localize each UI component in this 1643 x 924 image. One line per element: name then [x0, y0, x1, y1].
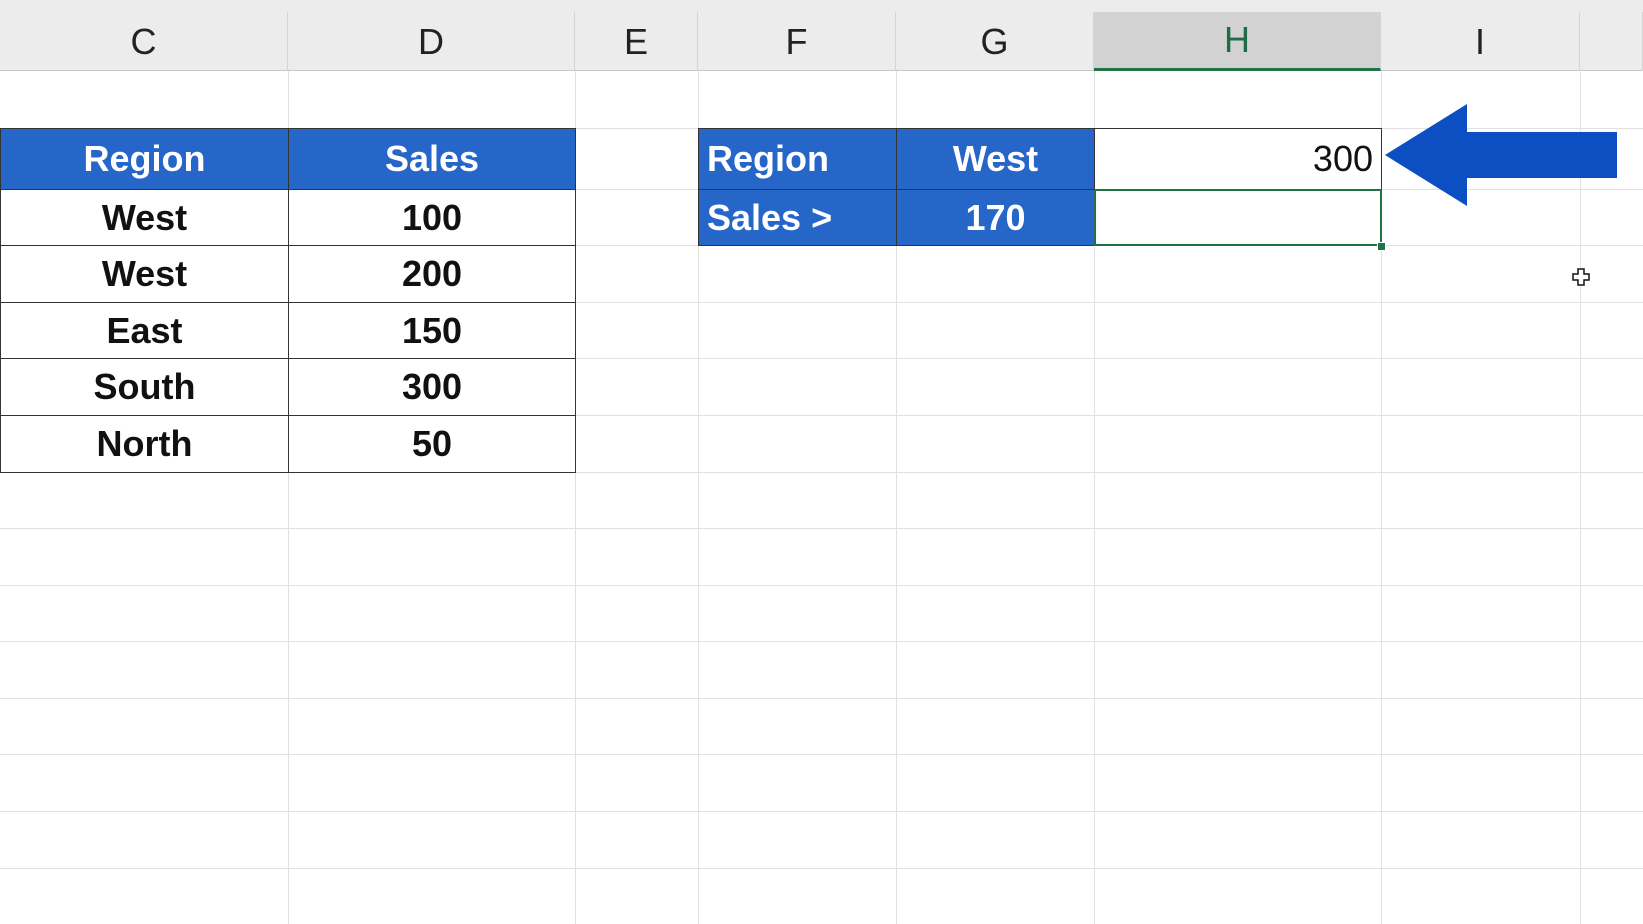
table-header-sales[interactable]: Sales	[288, 128, 576, 190]
table-cell-sales[interactable]: 200	[288, 245, 576, 303]
gridline	[0, 302, 1643, 303]
gridline	[0, 811, 1643, 812]
criteria-region-label[interactable]: Region	[698, 128, 897, 190]
gridline	[0, 585, 1643, 586]
table-cell-sales[interactable]: 100	[288, 189, 576, 246]
table-cell-sales[interactable]: 300	[288, 358, 576, 416]
column-header-E[interactable]: E	[575, 12, 698, 71]
gridline	[288, 71, 289, 924]
gridline	[896, 71, 897, 924]
column-header-H[interactable]: H	[1094, 12, 1381, 71]
arrow-left-icon	[1385, 104, 1617, 206]
gridline	[1381, 71, 1382, 924]
gridline	[0, 641, 1643, 642]
gridline	[0, 415, 1643, 416]
column-header-C[interactable]: C	[0, 12, 288, 71]
table-cell-region[interactable]: East	[0, 302, 289, 359]
column-header-I[interactable]: I	[1381, 12, 1580, 71]
table-cell-region[interactable]: West	[0, 189, 289, 246]
table-cell-region[interactable]: North	[0, 415, 289, 473]
gridline	[0, 698, 1643, 699]
table-cell-region[interactable]: South	[0, 358, 289, 416]
gridline	[698, 71, 699, 924]
column-header-G[interactable]: G	[896, 12, 1094, 71]
gridline	[1580, 71, 1581, 924]
fill-handle[interactable]	[1377, 242, 1386, 251]
table-cell-sales[interactable]: 50	[288, 415, 576, 473]
gridline	[0, 358, 1643, 359]
result-cell[interactable]: 300	[1094, 128, 1382, 190]
criteria-sales-label[interactable]: Sales >	[698, 189, 897, 246]
column-header-next[interactable]	[1580, 12, 1643, 71]
criteria-sales-value[interactable]: 170	[896, 189, 1095, 246]
gridline	[1094, 71, 1095, 924]
crosshair-cursor-icon	[1572, 268, 1590, 286]
selected-cell[interactable]	[1094, 189, 1382, 246]
column-header-D[interactable]: D	[288, 12, 575, 71]
criteria-region-value[interactable]: West	[896, 128, 1095, 190]
gridline	[0, 754, 1643, 755]
gridline	[575, 71, 576, 924]
gridline	[0, 528, 1643, 529]
table-header-region[interactable]: Region	[0, 128, 289, 190]
table-cell-region[interactable]: West	[0, 245, 289, 303]
gridline	[0, 868, 1643, 869]
gridline	[0, 472, 1643, 473]
table-cell-sales[interactable]: 150	[288, 302, 576, 359]
column-header-F[interactable]: F	[698, 12, 896, 71]
